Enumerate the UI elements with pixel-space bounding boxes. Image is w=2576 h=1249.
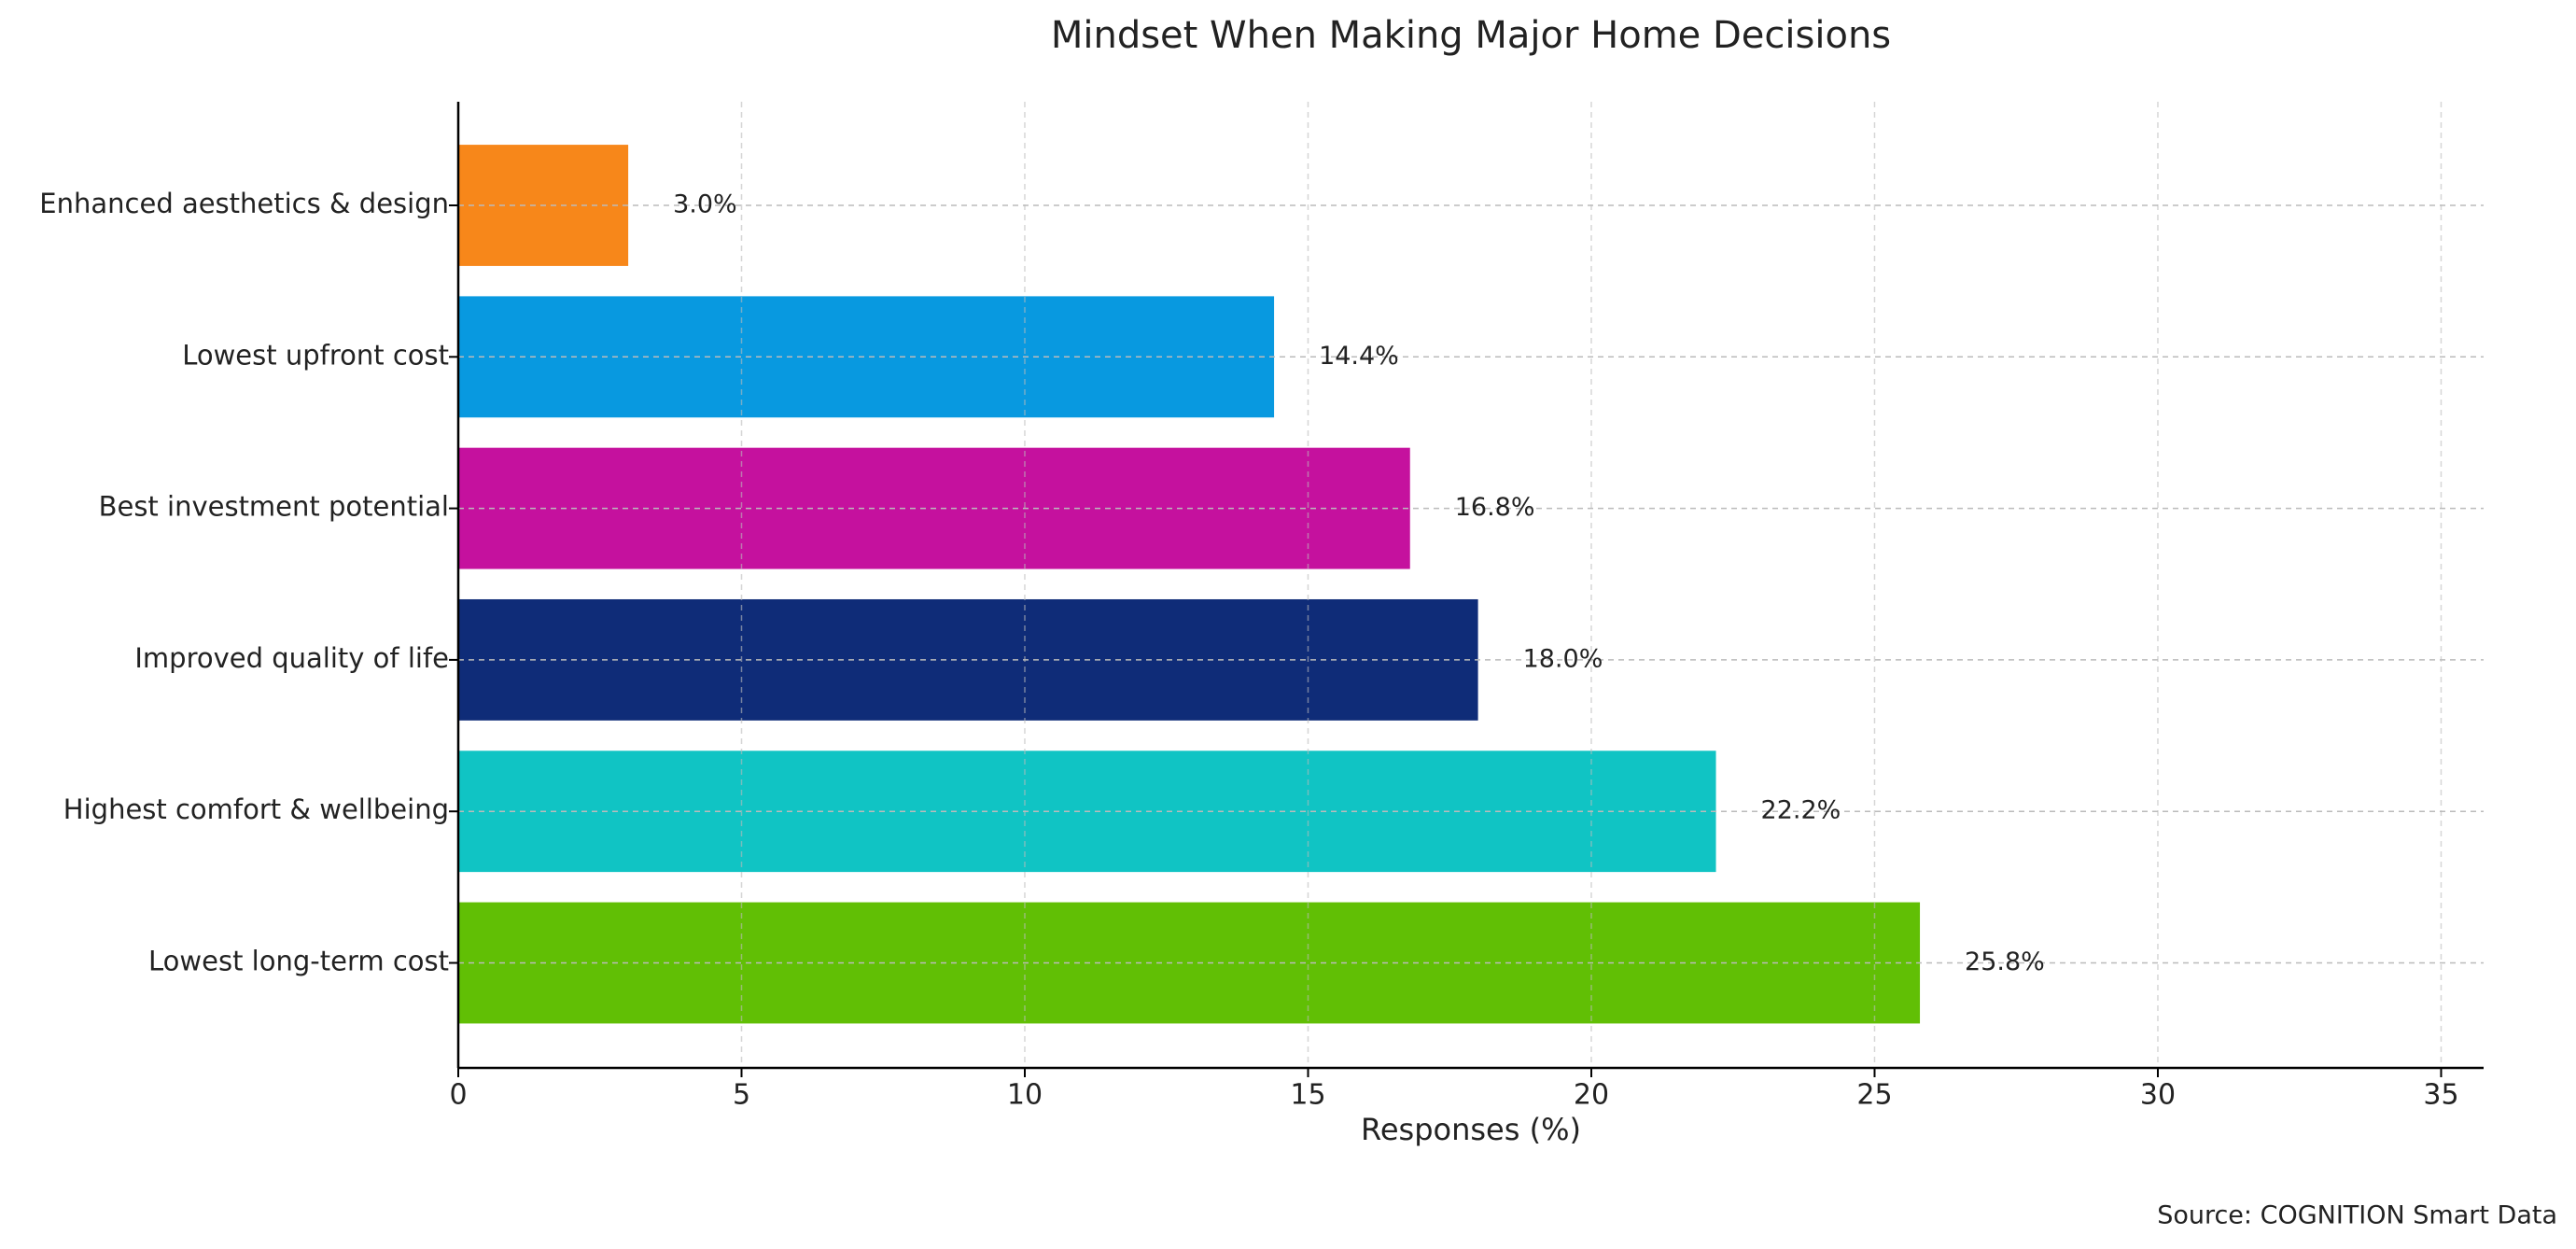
x-tick-label: 0 [449,1079,467,1112]
value-label: 25.8% [1965,947,2045,976]
x-axis-label: Responses (%) [1361,1112,1581,1147]
y-tick-label: Best investment potential [99,491,449,523]
value-label: 16.8% [1455,493,1535,522]
source-note: Source: COGNITION Smart Data [2157,1201,2557,1230]
y-tick-label: Highest comfort & wellbeing [63,793,449,825]
x-tick-label: 25 [1856,1079,1892,1112]
x-tick-label: 35 [2423,1079,2458,1112]
x-tick-label: 10 [1007,1079,1043,1112]
value-label: 22.2% [1761,796,1841,825]
x-tick-label: 30 [2140,1079,2176,1112]
y-tick-label: Lowest long-term cost [148,946,449,977]
value-label: 3.0% [673,190,737,219]
value-label: 18.0% [1523,644,1603,673]
value-label: 14.4% [1319,342,1399,371]
x-tick-label: 5 [733,1079,750,1112]
x-tick-label: 20 [1574,1079,1609,1112]
chart-title: Mindset When Making Major Home Decisions [1051,14,1891,57]
x-tick-label: 15 [1290,1079,1325,1112]
y-tick-label: Lowest upfront cost [182,339,449,371]
y-tick-label: Enhanced aesthetics & design [39,188,449,219]
y-tick-label: Improved quality of life [134,642,449,674]
